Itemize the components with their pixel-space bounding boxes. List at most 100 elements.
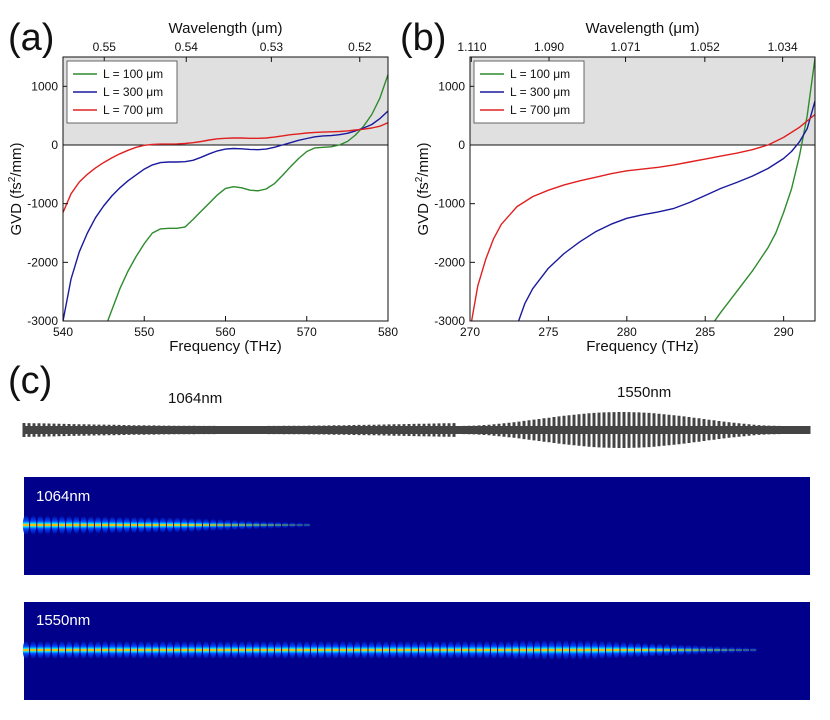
- field-intensity-lobe: [303, 522, 310, 528]
- field-intensity-lobe: [130, 640, 138, 660]
- field-intensity-lobe: [217, 519, 224, 531]
- field-intensity-lobe: [102, 640, 109, 660]
- field-intensity-lobe: [426, 640, 433, 660]
- grating-teeth: [22, 412, 811, 448]
- field-intensity-lobe: [303, 640, 310, 660]
- field-intensity-lobe: [80, 640, 87, 660]
- field-intensity-lobe: [73, 515, 80, 535]
- device-label-1550: 1550nm: [617, 384, 671, 401]
- top-tick-label: 1.090: [534, 40, 564, 54]
- field-intensity-lobe: [210, 640, 217, 660]
- field-intensity-lobe: [30, 640, 37, 660]
- field-intensity-lobe: [606, 640, 613, 660]
- field-intensity-lobe: [411, 640, 418, 660]
- field-intensity-lobe: [454, 640, 462, 660]
- x-tick-label: 540: [53, 325, 73, 339]
- field-intensity-lobe: [58, 515, 66, 535]
- field-intensity-lobe: [699, 645, 706, 655]
- y-tick-label: 0: [458, 138, 465, 152]
- field-intensity-lobe: [44, 515, 51, 535]
- field-intensity-lobe: [166, 517, 174, 533]
- field-intensity-lobe: [591, 640, 598, 660]
- field-intensity-lobe: [642, 642, 649, 658]
- field-intensity-lobe: [37, 515, 44, 535]
- field-intensity-lobe: [512, 640, 519, 660]
- field-intensity-lobe: [231, 519, 238, 531]
- field-intensity-lobe: [750, 647, 757, 653]
- field-intensity-lobe: [613, 641, 620, 659]
- field-intensity-lobe: [195, 640, 202, 660]
- field-intensity-lobe: [678, 644, 685, 656]
- y-axis-title: GVD (fs2/mm): [414, 142, 432, 235]
- field-intensity-lobe: [721, 646, 728, 654]
- y-tick-label: 1000: [438, 79, 465, 93]
- panel-letter-b: (b): [400, 17, 446, 59]
- field-intensity-lobe: [109, 516, 116, 534]
- y-tick-label: 0: [51, 138, 58, 152]
- field-intensity-lobe: [174, 517, 181, 533]
- field-intensity-lobe: [195, 518, 202, 532]
- field-intensity-lobe: [80, 515, 87, 535]
- field-intensity-lobe: [66, 640, 73, 660]
- field-intensity-lobe: [274, 521, 282, 529]
- field-intensity-lobe: [44, 640, 51, 660]
- field-intensity-lobe: [87, 516, 95, 534]
- field-intensity-lobe: [339, 640, 346, 660]
- field-intensity-lobe: [620, 641, 627, 659]
- field-intensity-lobe: [217, 640, 224, 660]
- field-intensity-lobe: [174, 640, 181, 660]
- field-intensity-lobe: [433, 640, 440, 660]
- field-intensity-lobe: [685, 644, 692, 656]
- field-intensity-lobe: [584, 640, 591, 660]
- field-intensity-lobe: [138, 516, 145, 534]
- top-tick-label: 0.53: [260, 40, 284, 54]
- top-tick-label: 0.55: [93, 40, 117, 54]
- field-intensity-lobe: [260, 640, 267, 660]
- gvd-chart-b: 270 275 280 285 290 -3000 -2000 -1000 0 1000 1.110…: [414, 20, 816, 355]
- legend: L = 100 μm L = 300 μm L = 700 μm: [473, 60, 585, 124]
- field-intensity-lobe: [476, 640, 483, 660]
- device-label-1064: 1064nm: [168, 390, 222, 407]
- field-intensity-lobe: [562, 640, 570, 660]
- field-intensity-lobe: [202, 640, 210, 660]
- field-intensity-lobe: [22, 640, 30, 660]
- series-line-3: [470, 113, 815, 321]
- field-intensity-lobe: [260, 520, 267, 530]
- field-intensity-lobe: [526, 640, 534, 660]
- field-intensity-lobe: [166, 640, 174, 660]
- field-intensity-lobe: [404, 640, 411, 660]
- x-tick-label: 290: [774, 325, 794, 339]
- field-intensity-lobe: [627, 641, 634, 659]
- field-intensity-lobe: [181, 517, 188, 533]
- field-intensity-lobe: [598, 640, 606, 660]
- gvd-chart-a: 540 550 560 570 580 -3000 -2000 -1000 0 1000 0.55 0…: [7, 20, 398, 355]
- x-tick-label: 285: [695, 325, 715, 339]
- field-intensity-lobe: [102, 516, 109, 534]
- top-tick-label: 1.110: [457, 40, 486, 54]
- field-intensity-lobe: [418, 640, 426, 660]
- field-intensity-lobe: [289, 521, 296, 529]
- field-intensity-lobe: [361, 640, 368, 660]
- field-intensity-lobe: [548, 640, 555, 660]
- top-tick-label: 0.54: [175, 40, 199, 54]
- field-intensity-lobe: [706, 645, 714, 655]
- panel-letter-c: (c): [8, 360, 52, 402]
- field-intensity-lobe: [282, 640, 289, 660]
- legend-entry: L = 300 μm: [510, 85, 570, 99]
- field-intensity-lobe: [490, 640, 498, 660]
- field-intensity-lobe: [94, 640, 102, 660]
- x-tick-label: 550: [134, 325, 154, 339]
- x-tick-label: 560: [215, 325, 235, 339]
- plot-frame: [469, 56, 816, 322]
- map-label-1550: 1550nm: [36, 612, 90, 629]
- y-tick-label: -1000: [27, 197, 58, 211]
- field-intensity-lobe: [51, 640, 58, 660]
- field-intensity-lobe: [267, 521, 274, 529]
- field-intensity-lobe: [735, 646, 742, 654]
- x-tick-label: 275: [538, 325, 558, 339]
- field-intensity-lobe: [282, 521, 289, 529]
- series-line-2: [63, 110, 388, 321]
- field-intensity-lobe: [246, 640, 253, 660]
- field-intensity-lobe: [663, 643, 670, 657]
